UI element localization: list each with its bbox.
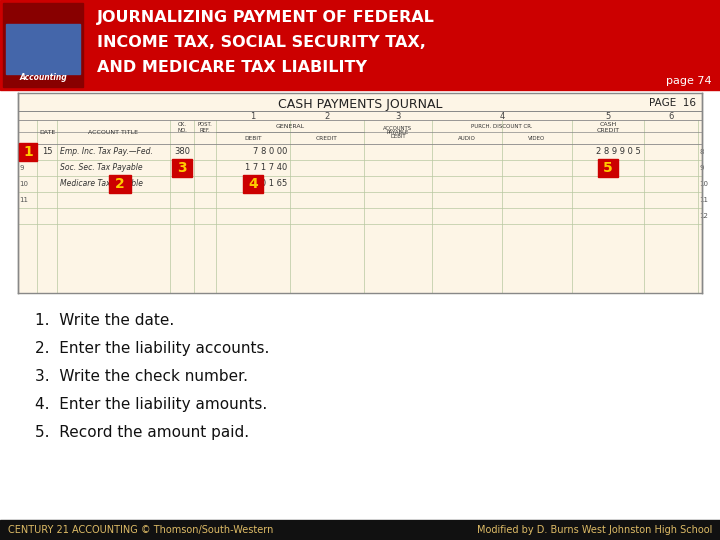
Text: INCOME TAX, SOCIAL SECURITY TAX,: INCOME TAX, SOCIAL SECURITY TAX, [97,35,426,50]
Text: Soc. Sec. Tax Payable: Soc. Sec. Tax Payable [60,164,143,172]
Text: NO.: NO. [177,127,187,132]
Text: GENERAL: GENERAL [276,124,305,129]
Bar [172,159,192,177]
Text: 4: 4 [500,112,505,121]
Text: 8: 8 [699,149,703,155]
Bar [0,520,720,540]
Text: Accounting: Accounting [19,73,67,82]
Bar [18,93,702,293]
Text: CK.: CK. [178,123,186,127]
Text: 2 8 9 9 0 5: 2 8 9 9 0 5 [596,147,641,157]
Text: 4: 4 [248,177,258,191]
Text: CENTURY 21 ACCOUNTING © Thomson/South-Western: CENTURY 21 ACCOUNTING © Thomson/South-We… [8,525,274,535]
Text: AND MEDICARE TAX LIABILITY: AND MEDICARE TAX LIABILITY [97,60,367,75]
Text: 3: 3 [177,161,186,175]
Text: CREDIT: CREDIT [596,127,620,132]
Text: 1: 1 [23,145,33,159]
Text: VIDEO: VIDEO [528,136,546,140]
Text: Modified by D. Burns West Johnston High School: Modified by D. Burns West Johnston High … [477,525,712,535]
Text: AUDIO: AUDIO [458,136,476,140]
Text: 1 7 1 7 40: 1 7 1 7 40 [245,164,287,172]
Text: 9: 9 [699,165,703,171]
Text: DEBIT: DEBIT [390,134,406,139]
Text: 5: 5 [603,161,613,175]
Text: 8: 8 [19,149,24,155]
Text: 6: 6 [668,112,674,121]
Text: 11: 11 [699,197,708,203]
Text: 9: 9 [19,165,24,171]
Text: 12: 12 [699,213,708,219]
Text: 7 8 0 00: 7 8 0 00 [253,147,287,157]
Text: 1: 1 [251,112,256,121]
Text: 3: 3 [395,112,401,121]
Text: 2.  Enter the liability accounts.: 2. Enter the liability accounts. [35,341,269,356]
Text: JOURNALIZING PAYMENT OF FEDERAL: JOURNALIZING PAYMENT OF FEDERAL [97,10,435,25]
Text: 11: 11 [19,197,28,203]
Text: 4 0 1 65: 4 0 1 65 [253,179,287,188]
Text: 2: 2 [115,177,125,191]
Text: CASH PAYMENTS JOURNAL: CASH PAYMENTS JOURNAL [278,98,442,111]
Text: 10: 10 [19,181,28,187]
Text: DATE: DATE [39,130,55,134]
Text: page 74: page 74 [667,76,712,86]
Text: POST.: POST. [197,123,212,127]
Text: Emp. Inc. Tax Pay.—Fed.: Emp. Inc. Tax Pay.—Fed. [60,147,153,157]
Text: 4.  Enter the liability amounts.: 4. Enter the liability amounts. [35,397,267,412]
Text: 5: 5 [606,112,611,121]
Bar [6,24,80,74]
Text: 3.  Write the check number.: 3. Write the check number. [35,369,248,384]
Text: 2: 2 [325,112,330,121]
Bar [109,175,131,193]
Text: Medicare Tax Payable: Medicare Tax Payable [60,179,143,188]
Text: 5.  Record the amount paid.: 5. Record the amount paid. [35,425,249,440]
Bar [598,159,618,177]
Text: 1.  Write the date.: 1. Write the date. [35,313,174,328]
Text: CASH: CASH [599,123,616,127]
Text: 15: 15 [42,147,53,157]
Bar [243,175,263,193]
Text: CREDIT: CREDIT [316,136,338,140]
Bar [3,3,83,87]
Bar [19,143,37,161]
Text: ACCOUNT TITLE: ACCOUNT TITLE [89,130,138,134]
Text: PURCH. DISCOUNT CR.: PURCH. DISCOUNT CR. [472,124,533,129]
Bar [0,0,720,90]
Text: PAYABLE: PAYABLE [387,131,409,136]
Text: 380: 380 [174,147,190,157]
Text: DEBIT: DEBIT [244,136,262,140]
Text: REF.: REF. [199,127,210,132]
Text: ACCOUNTS: ACCOUNTS [384,126,413,132]
Text: PAGE  16: PAGE 16 [649,98,696,108]
Text: 10: 10 [699,181,708,187]
